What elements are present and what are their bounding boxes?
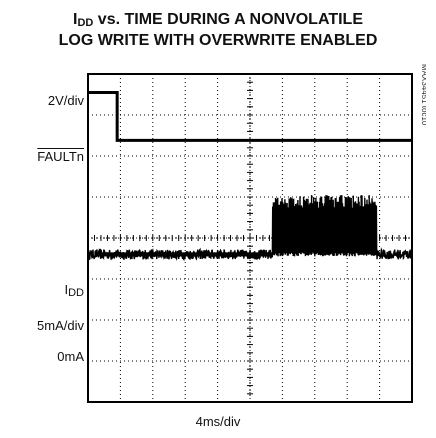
ch1-scale-label: 2V/div (47, 93, 84, 108)
ch2-zero-label: 0mA (57, 349, 84, 364)
figure-id-text: MAX34451 toc10 (420, 64, 426, 126)
chart-title-line1: IDD vs. TIME DURING A NONVOLATILE (73, 11, 363, 29)
chart-title-line2: LOG WRITE WITH OVERWRITE ENABLED (58, 32, 378, 49)
x-scale-label: 4ms/div (195, 414, 241, 429)
ch2-scale-label: 5mA/div (37, 318, 84, 333)
ch2-name-label: IDD (64, 282, 84, 299)
ch1-name-label: FAULTn (37, 149, 84, 164)
idd-baseline-band (96, 252, 273, 257)
figure-id: MAX34451 toc10 (412, 60, 426, 180)
faultn-trace (88, 90, 412, 142)
traces-group (87, 90, 413, 262)
